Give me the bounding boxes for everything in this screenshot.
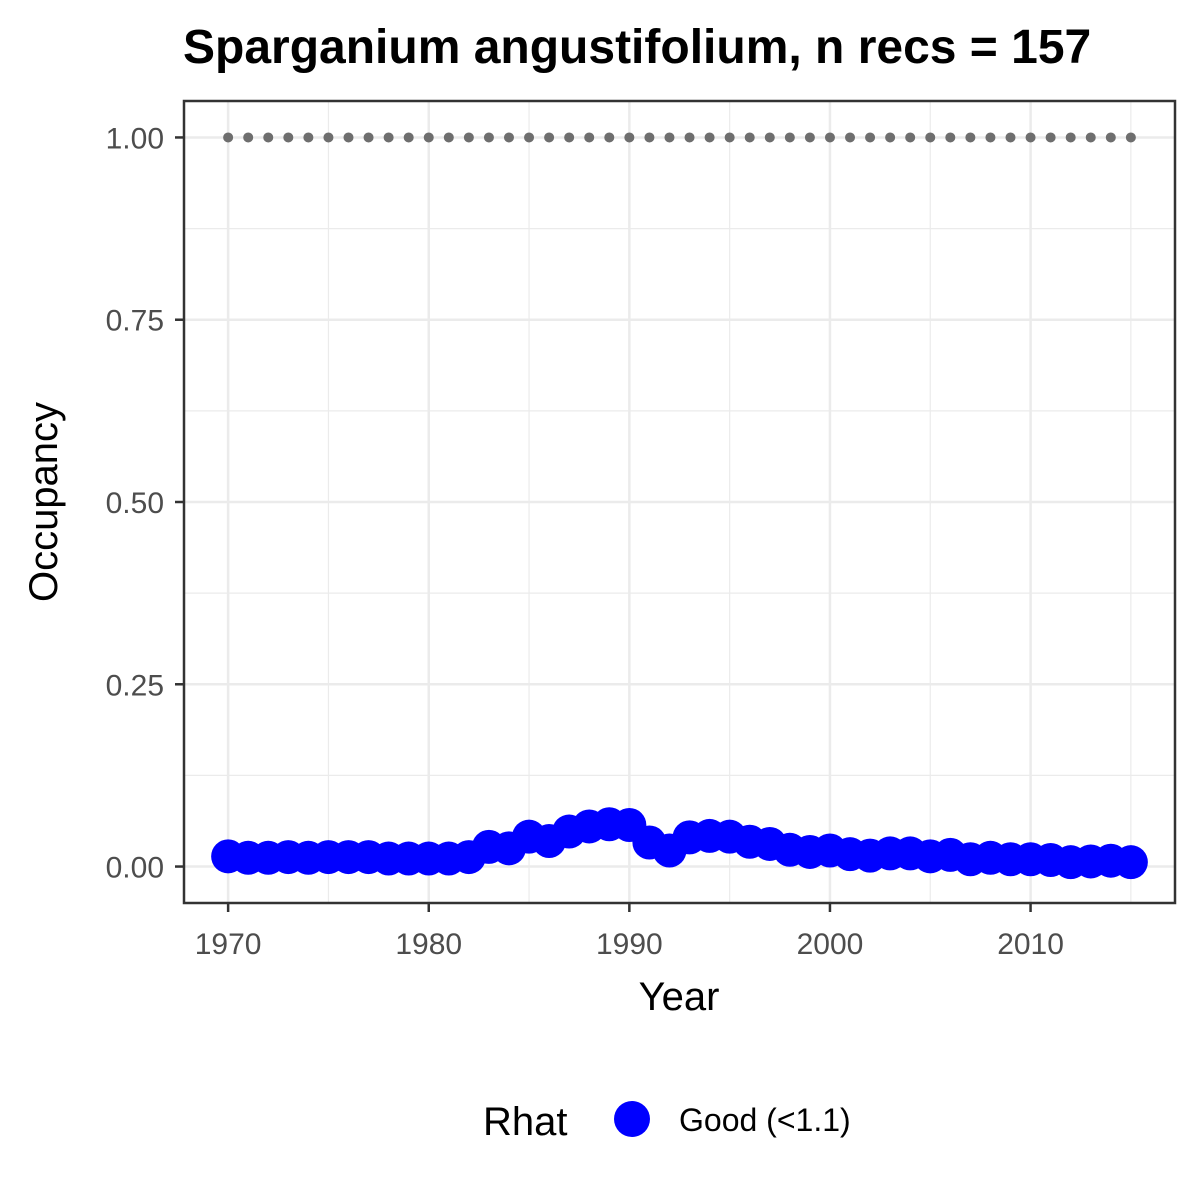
y-axis-title: Occupancy: [22, 402, 66, 602]
reference-point: [945, 132, 956, 143]
reference-point: [1005, 132, 1016, 143]
reference-point: [1105, 132, 1116, 143]
reference-point: [524, 132, 535, 143]
reference-point: [463, 132, 474, 143]
reference-point: [283, 132, 294, 143]
x-tick-label: 1980: [395, 928, 462, 961]
reference-point: [1125, 132, 1136, 143]
y-tick-label: 0.00: [106, 852, 164, 885]
reference-point: [443, 132, 454, 143]
y-tick-label: 0.75: [106, 305, 164, 338]
reference-point: [403, 132, 414, 143]
reference-point: [684, 132, 695, 143]
reference-point: [724, 132, 735, 143]
reference-point: [624, 132, 635, 143]
x-tick-label: 2000: [797, 928, 864, 961]
reference-point: [263, 132, 274, 143]
reference-point: [383, 132, 394, 143]
reference-point: [503, 132, 514, 143]
reference-point: [985, 132, 996, 143]
reference-point: [824, 132, 835, 143]
reference-point: [1045, 132, 1056, 143]
reference-point: [764, 132, 775, 143]
plot-panel: [182, 99, 1177, 905]
x-tick-label: 2010: [997, 928, 1064, 961]
reference-point: [423, 132, 434, 143]
reference-point: [804, 132, 815, 143]
legend: Rhat Good (<1.1): [483, 1100, 851, 1144]
y-tick-label: 0.50: [106, 487, 164, 520]
reference-point: [223, 132, 234, 143]
occupancy-point: [1113, 845, 1148, 880]
reference-point: [664, 132, 675, 143]
reference-point: [905, 132, 916, 143]
y-tick-label: 0.25: [106, 669, 164, 702]
reference-series: [223, 132, 1136, 143]
reference-point: [604, 132, 615, 143]
occupancy-series: [211, 807, 1148, 880]
reference-point: [303, 132, 314, 143]
reference-point: [343, 132, 354, 143]
legend-key-good: [614, 1101, 650, 1137]
legend-title: Rhat: [483, 1100, 568, 1144]
x-tick-label: 1990: [596, 928, 663, 961]
legend-label-good: Good (<1.1): [679, 1102, 851, 1138]
reference-point: [1025, 132, 1036, 143]
reference-point: [584, 132, 595, 143]
y-axis-ticks: 0.00 0.25 0.50 0.75 1.00: [106, 122, 184, 885]
chart-title: Sparganium angustifolium, n recs = 157: [183, 21, 1091, 74]
x-axis-title: Year: [639, 975, 720, 1019]
x-tick-label: 1970: [195, 928, 262, 961]
reference-point: [483, 132, 494, 143]
reference-point: [1065, 132, 1076, 143]
reference-point: [323, 132, 334, 143]
reference-point: [363, 132, 374, 143]
reference-point: [243, 132, 254, 143]
y-tick-label: 1.00: [106, 122, 164, 155]
reference-point: [784, 132, 795, 143]
reference-point: [925, 132, 936, 143]
reference-point: [564, 132, 575, 143]
reference-point: [845, 132, 856, 143]
reference-point: [544, 132, 555, 143]
x-axis-ticks: 1970 1980 1990 2000 2010: [195, 903, 1064, 961]
reference-point: [1085, 132, 1096, 143]
reference-point: [965, 132, 976, 143]
reference-point: [644, 132, 655, 143]
reference-point: [704, 132, 715, 143]
reference-point: [744, 132, 755, 143]
reference-point: [865, 132, 876, 143]
reference-point: [885, 132, 896, 143]
